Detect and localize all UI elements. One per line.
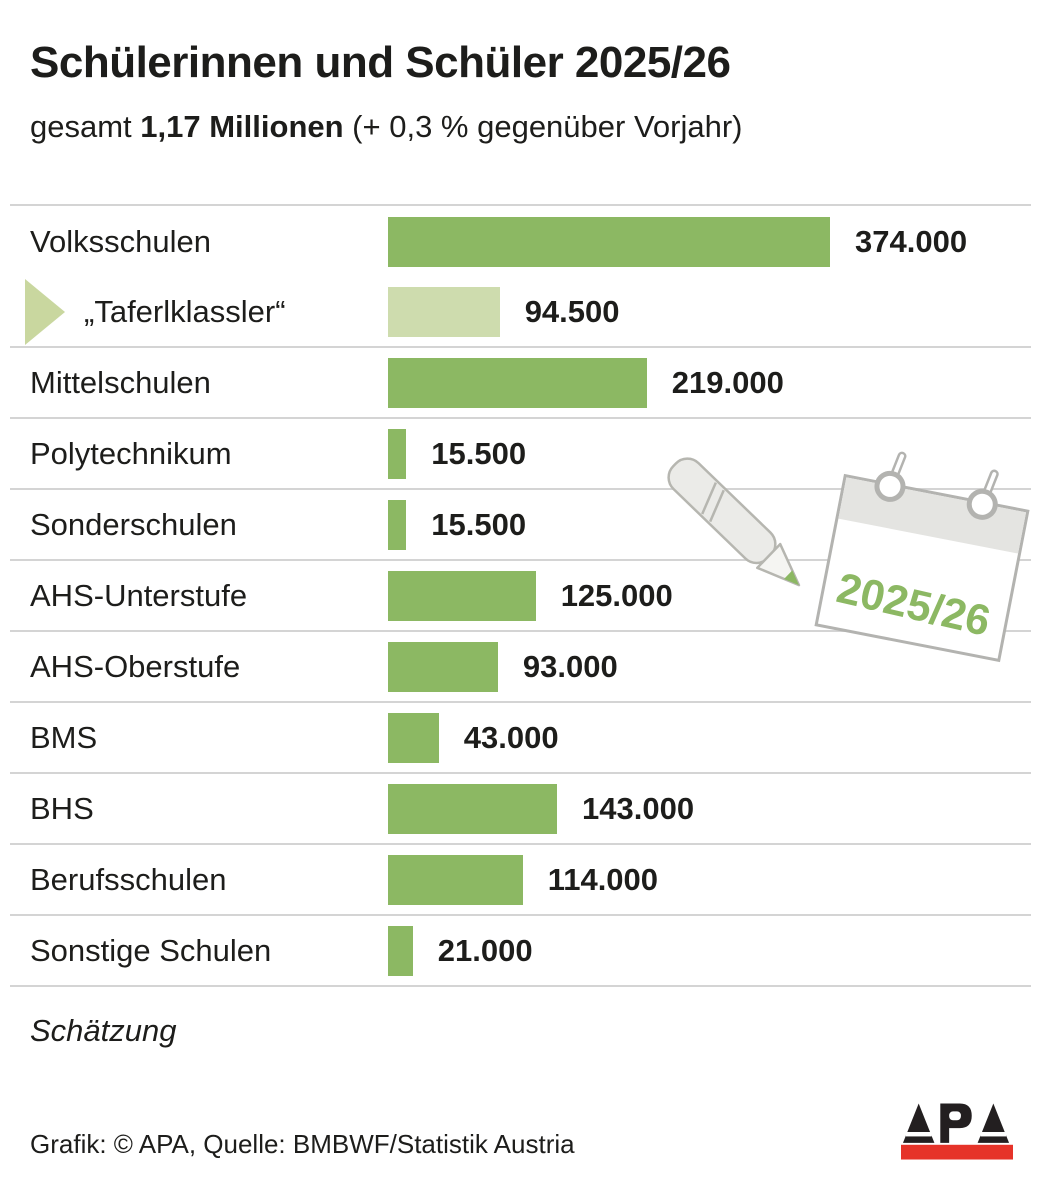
chart-row: „Taferlklassler“ 94.500 <box>10 277 1031 349</box>
row-value: 21.000 <box>437 932 533 968</box>
chart-row: Volksschulen 374.000 <box>10 206 1031 277</box>
header: Schülerinnen und Schüler 2025/26 gesamt … <box>0 0 1041 144</box>
chart-title: Schülerinnen und Schüler 2025/26 <box>30 38 731 87</box>
row-label: AHS-Unterstufe <box>30 577 248 613</box>
row-label: BMS <box>30 719 98 755</box>
row-bar <box>388 286 500 337</box>
row-bar <box>388 216 830 267</box>
subtitle-suffix: (+ 0,3 % gegenüber Vorjahr) <box>343 109 743 145</box>
apa-logo <box>901 1103 1013 1160</box>
chart-row: BMS 43.000 <box>10 703 1031 775</box>
chart-row: AHS-Unterstufe 125.000 <box>10 561 1031 633</box>
row-label: Polytechnikum <box>30 435 232 471</box>
estimate-note: Schätzung <box>30 1013 177 1049</box>
row-label-cell: Polytechnikum <box>30 436 388 472</box>
sub-row-arrow-icon <box>25 278 65 345</box>
row-value: 43.000 <box>463 719 559 755</box>
row-bar <box>388 428 407 479</box>
row-label: Berufsschulen <box>30 861 227 897</box>
chart-subtitle: gesamt 1,17 Millionen (+ 0,3 % gegenüber… <box>30 110 1011 144</box>
row-value: 15.500 <box>431 506 527 542</box>
chart-row: AHS-Oberstufe 93.000 <box>10 632 1031 704</box>
row-label-cell: BMS <box>30 720 388 756</box>
row-value: 114.000 <box>547 861 659 897</box>
row-label-cell: AHS-Oberstufe <box>30 649 388 685</box>
row-value: 374.000 <box>855 223 968 259</box>
chart-row: Mittelschulen 219.000 <box>10 348 1031 420</box>
chart-row: Berufsschulen 114.000 <box>10 845 1031 917</box>
row-value: 94.500 <box>524 293 620 329</box>
row-label-cell: Sonderschulen <box>30 507 388 543</box>
row-bar <box>388 641 498 692</box>
row-bar <box>388 499 407 550</box>
row-bar <box>388 925 413 976</box>
source-credit: Grafik: © APA, Quelle: BMBWF/Statistik A… <box>30 1129 575 1159</box>
row-label-cell: Mittelschulen <box>30 365 388 401</box>
row-label: Sonderschulen <box>30 506 237 542</box>
row-bar <box>388 570 536 621</box>
row-label-cell: „Taferlklassler“ <box>25 278 388 345</box>
row-label: „Taferlklassler“ <box>84 293 286 329</box>
row-label-cell: Volksschulen <box>30 224 388 260</box>
bar-chart: Volksschulen 374.000 „Taferlklassler“ 94.50… <box>10 204 1031 988</box>
row-label-cell: AHS-Unterstufe <box>30 578 388 614</box>
chart-row: Sonstige Schulen 21.000 <box>10 916 1031 988</box>
row-value: 219.000 <box>671 364 784 400</box>
chart-row: BHS 143.000 <box>10 774 1031 846</box>
row-bar <box>388 712 439 763</box>
row-bar <box>388 357 647 408</box>
row-label: BHS <box>30 790 94 826</box>
row-bar <box>388 783 557 834</box>
row-value: 15.500 <box>431 435 527 471</box>
row-value: 143.000 <box>582 790 695 826</box>
subtitle-prefix: gesamt <box>30 109 141 145</box>
row-label: Mittelschulen <box>30 364 211 400</box>
row-label-cell: Berufsschulen <box>30 862 388 898</box>
subtitle-total: 1,17 Millionen <box>140 109 344 145</box>
chart-row: Polytechnikum 15.500 <box>10 419 1031 491</box>
row-label: AHS-Oberstufe <box>30 648 241 684</box>
row-value: 93.000 <box>522 648 618 684</box>
chart-row: Sonderschulen 15.500 <box>10 490 1031 562</box>
row-label-cell: Sonstige Schulen <box>30 933 388 969</box>
row-label: Volksschulen <box>30 223 211 259</box>
row-label: Sonstige Schulen <box>30 932 272 968</box>
apa-logo-red-bar <box>901 1144 1013 1160</box>
row-label-cell: BHS <box>30 791 388 827</box>
row-value: 125.000 <box>560 577 673 613</box>
row-bar <box>388 854 523 905</box>
